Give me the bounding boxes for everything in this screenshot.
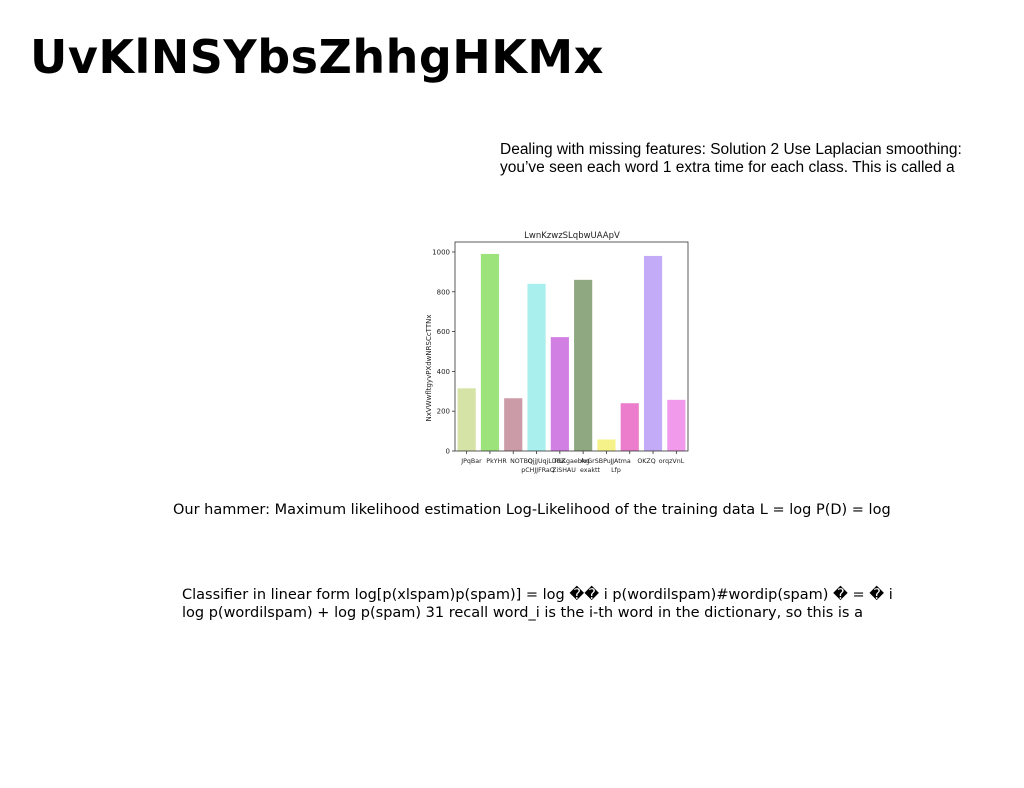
x-tick-label: PkYHR (486, 458, 507, 465)
y-tick-label: 600 (437, 328, 450, 336)
chart-y-axis-label: NxVWwfltgyvPXdwNRSCcTTNx (425, 315, 433, 422)
bar-pkyhr (480, 253, 500, 451)
axes-layer: 0 200 400 600 800 1000 JPqBar PkYHR NOTBQQjjJUqj… (432, 241, 689, 474)
bar-chart-svg: LwnKzwzSLqbwUAApV NxVWwfltgyvPXdwNRSCcTT… (425, 231, 689, 474)
bars-layer (457, 253, 686, 451)
x-tick-label: pCHJJFRaQ (521, 467, 555, 474)
bar-zishau (550, 337, 569, 451)
y-tick-label: 1000 (432, 248, 450, 256)
x-tick-label: QjjJUqjLDRZ (528, 458, 566, 465)
bar-chart-figure: LwnKzwzSLqbwUAApV NxVWwfltgyvPXdwNRSCcTT… (420, 226, 700, 478)
text-block-missing-features: Dealing with missing features: Solution … (500, 141, 962, 176)
y-tick-label: 200 (437, 408, 450, 416)
x-tick-label: orqzVnL (659, 458, 685, 465)
x-tick-label: Lfp (611, 467, 621, 474)
x-tick-label: JPqBar (460, 458, 482, 465)
x-tick-label: ArGrSBPuJ (580, 458, 612, 465)
text-block-maximum-likelihood: Our hammer: Maximum likelihood estimatio… (173, 502, 891, 518)
y-tick-label: 0 (446, 448, 450, 456)
slide-title: UvKlNSYbsZhhgHKMx (30, 30, 604, 84)
x-tick-label: NOTBQ (510, 458, 533, 465)
bar-okzq (643, 255, 663, 451)
bar-notbq (504, 398, 523, 451)
bar-jpqbar (457, 388, 476, 451)
x-tick-label: exaktt (580, 467, 600, 474)
bar-argrsbpuj (597, 439, 616, 451)
chart-title: LwnKzwzSLqbwUAApV (524, 231, 620, 241)
x-tick-label: JAtma (611, 458, 631, 465)
x-tick-label: OKZQ (637, 458, 655, 465)
y-tick-label: 800 (437, 288, 450, 296)
x-tick-label: TGKgaebhg (552, 458, 590, 465)
text-block-linear-classifier: Classifier in linear form log[p(xlspam)p… (182, 587, 893, 621)
bar-jatma (620, 403, 639, 451)
plot-frame (454, 241, 689, 452)
bar-orqzvnl (667, 399, 686, 451)
bar-tgkgaebhg (574, 279, 593, 451)
bar-qjjjuqjldrz (527, 283, 546, 451)
x-tick-label: ZiSHAU (552, 467, 576, 474)
y-tick-label: 400 (437, 368, 450, 376)
